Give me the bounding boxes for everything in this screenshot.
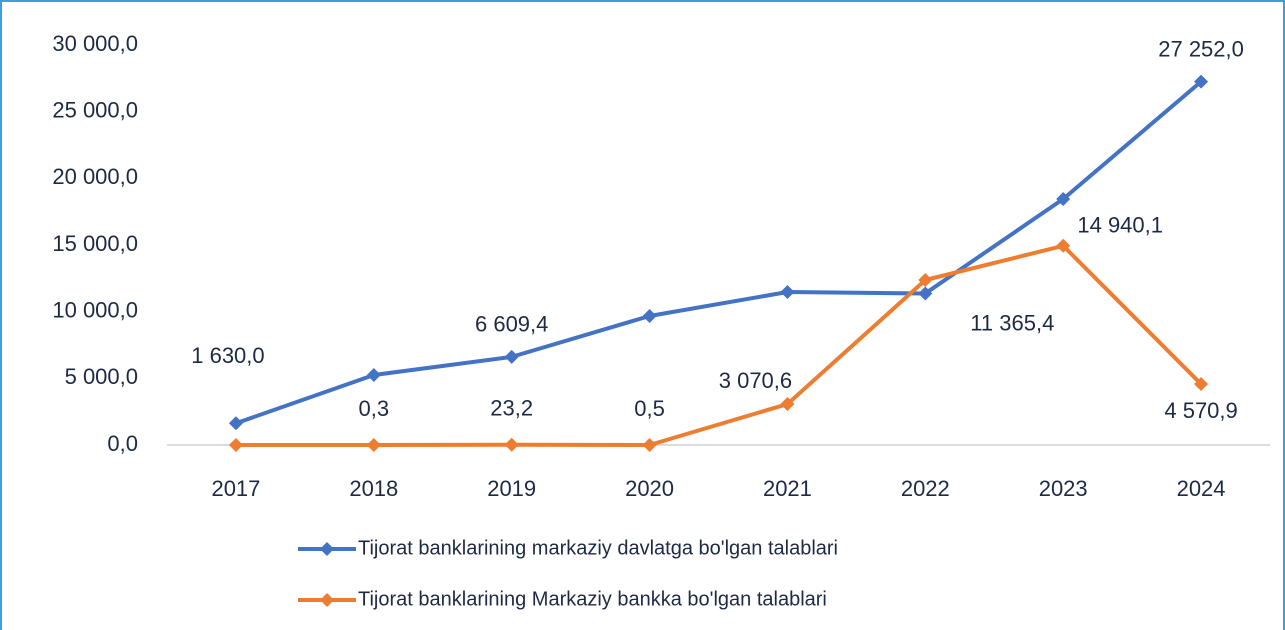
x-tick-label: 2021 xyxy=(763,476,812,501)
x-tick-label: 2017 xyxy=(211,476,260,501)
y-tick-label: 10 000,0 xyxy=(52,297,138,322)
point-marker xyxy=(1056,238,1071,253)
x-tick-label: 2020 xyxy=(625,476,674,501)
x-tick-label: 2022 xyxy=(901,476,950,501)
data-label: 14 940,1 xyxy=(1077,213,1163,238)
point-marker xyxy=(228,416,243,431)
point-marker xyxy=(228,438,243,452)
point-marker xyxy=(504,349,519,364)
legend: Tijorat banklarining markaziy davlatga b… xyxy=(298,537,838,610)
x-tick-label: 2023 xyxy=(1039,476,1088,501)
data-label: 3 070,6 xyxy=(719,368,792,393)
legend-marker xyxy=(320,593,334,607)
data-label: 4 570,9 xyxy=(1164,398,1237,423)
y-tick-label: 5 000,0 xyxy=(65,364,138,389)
data-label: 1 630,0 xyxy=(191,343,264,368)
point-marker xyxy=(780,285,795,299)
data-label: 27 252,0 xyxy=(1158,36,1244,61)
x-tick-label: 2018 xyxy=(349,476,398,501)
point-marker xyxy=(366,368,381,382)
data-label: 0,3 xyxy=(359,396,390,421)
point-marker xyxy=(1194,74,1209,89)
data-label: 6 609,4 xyxy=(475,312,548,337)
x-tick-label: 2024 xyxy=(1177,476,1226,501)
y-tick-label: 25 000,0 xyxy=(52,97,138,122)
point-marker xyxy=(1194,377,1209,392)
point-marker xyxy=(642,309,657,323)
legend-label: Tijorat banklarining Markaziy bankka bo'… xyxy=(358,588,827,610)
y-tick-label: 30 000,0 xyxy=(52,31,138,56)
point-marker xyxy=(504,437,519,452)
point-marker xyxy=(366,437,381,452)
y-tick-label: 20 000,0 xyxy=(52,164,138,189)
point-marker xyxy=(918,286,933,301)
point-marker xyxy=(918,273,933,287)
data-label: 11 365,4 xyxy=(970,310,1054,335)
point-marker xyxy=(1056,192,1071,206)
data-label: 0,5 xyxy=(634,396,665,421)
data-label: 23,2 xyxy=(490,396,533,421)
point-marker xyxy=(642,437,657,452)
x-tick-label: 2019 xyxy=(487,476,536,501)
legend-marker xyxy=(320,542,334,556)
y-tick-label: 15 000,0 xyxy=(52,231,138,256)
series-line xyxy=(235,243,1203,447)
series-line xyxy=(235,80,1203,426)
legend-label: Tijorat banklarining markaziy davlatga b… xyxy=(358,537,838,559)
point-marker xyxy=(780,397,795,412)
y-tick-label: 0,0 xyxy=(107,431,138,456)
